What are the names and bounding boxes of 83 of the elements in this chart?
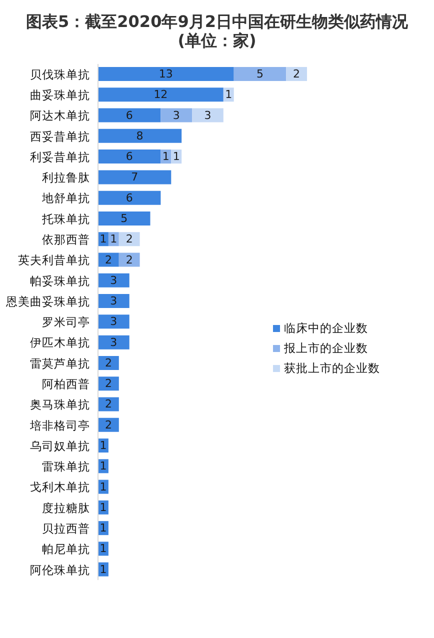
data-label: 12 <box>154 88 168 102</box>
y-tick-label: 帕尼单抗 <box>42 542 90 556</box>
chart-subtitle: (单位：家) <box>178 31 256 50</box>
data-label: 5 <box>256 68 264 80</box>
y-tick-label: 奥马珠单抗 <box>30 398 90 412</box>
y-tick-label: 英夫利昔单抗 <box>18 253 90 268</box>
y-tick-label: 恩美曲妥珠单抗 <box>5 294 90 308</box>
y-tick-label: 雷莫芦单抗 <box>30 356 90 370</box>
bar <box>98 108 161 122</box>
data-label: 3 <box>204 108 212 122</box>
y-tick-label: 阿达木单抗 <box>30 108 90 123</box>
legend-label: 临床中的企业数 <box>284 321 368 335</box>
bar <box>98 190 161 205</box>
data-label: 7 <box>131 170 138 184</box>
data-label: 2 <box>104 398 112 411</box>
data-label: 1 <box>110 232 118 246</box>
data-label: 3 <box>110 315 118 328</box>
y-tick-label: 西妥昔单抗 <box>30 129 90 144</box>
data-label: 3 <box>110 294 118 308</box>
bar <box>98 273 130 288</box>
bar <box>98 128 182 143</box>
bar <box>192 108 224 122</box>
data-label: 1 <box>100 480 107 494</box>
legend-label: 报上市的企业数 <box>284 341 368 355</box>
data-label: 2 <box>293 68 300 80</box>
y-tick-label: 利妥昔单抗 <box>30 150 90 164</box>
data-label: 1 <box>100 562 107 576</box>
y-tick-label: 戈利木单抗 <box>30 480 90 494</box>
bar <box>118 232 140 246</box>
data-label: 1 <box>100 500 107 514</box>
bar <box>160 108 192 122</box>
data-label: 2 <box>126 253 133 266</box>
data-label: 2 <box>104 377 112 390</box>
data-label: 6 <box>126 108 133 122</box>
bar <box>98 314 130 329</box>
y-tick-label: 阿伦珠单抗 <box>30 562 90 577</box>
y-tick-label: 地舒单抗 <box>41 191 90 206</box>
legend-label: 获批上市的企业数 <box>284 361 380 375</box>
y-tick-label: 雷珠单抗 <box>42 460 90 474</box>
y-tick-label: 依那西普 <box>42 232 90 247</box>
data-label: 6 <box>126 150 133 164</box>
y-tick-label: 阿柏西普 <box>42 377 90 392</box>
y-tick-label: 曲妥珠单抗 <box>30 88 90 102</box>
data-label: 6 <box>126 191 133 204</box>
bar <box>98 150 161 164</box>
data-label: 2 <box>104 418 112 432</box>
data-label: 1 <box>100 232 107 246</box>
data-label: 1 <box>100 460 107 473</box>
data-label: 3 <box>172 108 180 122</box>
y-tick-label: 贝伐珠单抗 <box>30 67 90 82</box>
bar <box>98 335 130 350</box>
bar <box>98 67 234 81</box>
bar <box>118 252 140 267</box>
y-tick-label: 托珠单抗 <box>41 212 90 226</box>
y-tick-label: 帕妥珠单抗 <box>30 274 90 288</box>
data-label: 1 <box>162 150 170 164</box>
data-label: 1 <box>100 439 107 452</box>
bar <box>98 211 150 226</box>
data-label: 1 <box>100 522 107 535</box>
y-tick-label: 培非格司亭 <box>29 418 90 432</box>
data-label: 8 <box>136 129 144 142</box>
bar <box>234 67 286 81</box>
data-label: 1 <box>172 150 180 164</box>
data-label: 3 <box>110 336 118 349</box>
data-label: 2 <box>104 253 112 266</box>
y-tick-label: 度拉糖肽 <box>42 500 90 515</box>
bar <box>286 67 307 81</box>
data-label: 5 <box>120 212 128 225</box>
data-label: 1 <box>225 88 232 102</box>
data-label: 13 <box>158 68 173 80</box>
bar <box>98 294 130 308</box>
y-tick-label: 乌司奴单抗 <box>30 438 90 453</box>
y-tick-label: 贝拉西普 <box>42 521 90 536</box>
bar <box>98 88 224 102</box>
bar <box>98 170 172 184</box>
y-tick-label: 伊匹木单抗 <box>30 336 90 350</box>
y-tick-label: 利拉鲁肽 <box>42 170 90 185</box>
data-label: 1 <box>100 542 107 556</box>
data-label: 2 <box>126 232 133 246</box>
data-label: 2 <box>104 356 112 370</box>
chart-title: 图表5：截至2020年9月2日中国在研生物类似药情况 <box>26 12 408 31</box>
y-tick-label: 罗米司亭 <box>42 315 90 330</box>
data-label: 3 <box>110 274 118 287</box>
